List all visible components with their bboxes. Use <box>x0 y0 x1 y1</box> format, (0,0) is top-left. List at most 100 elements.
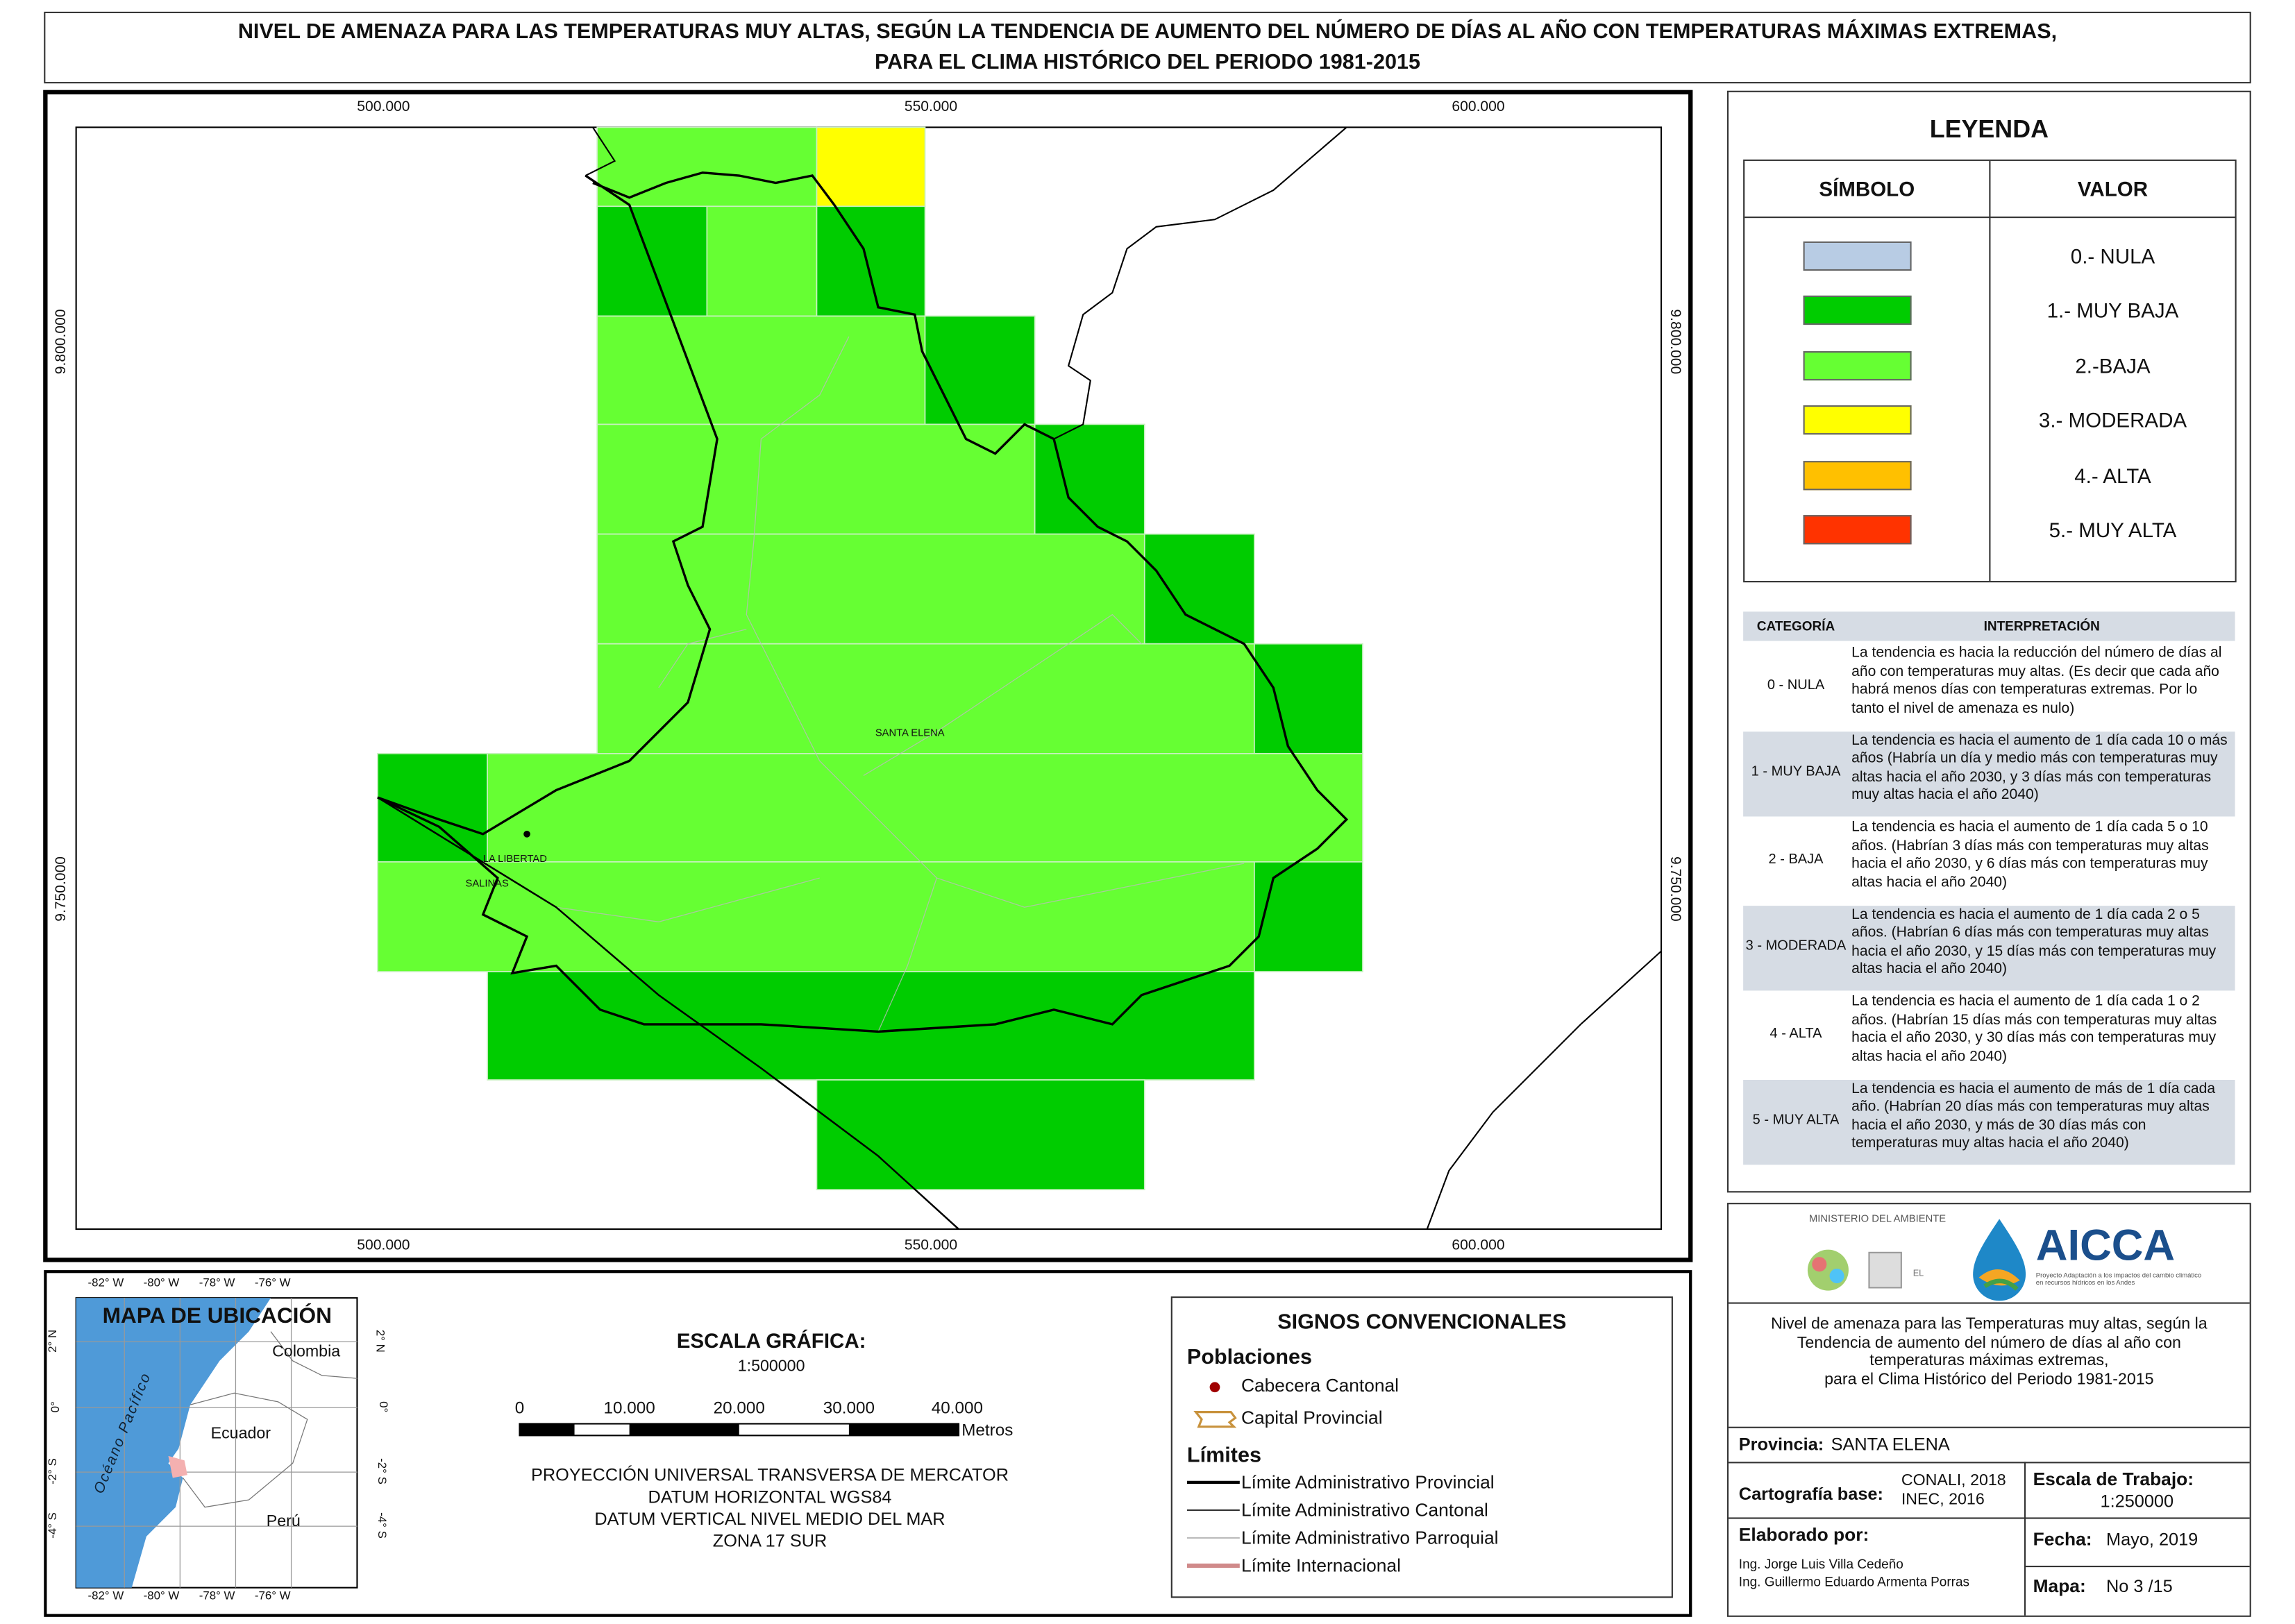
scale-tick: 10.000 <box>603 1400 655 1419</box>
limit-symbols <box>1186 1480 1240 1568</box>
lat-label: -2° S <box>375 1458 389 1485</box>
scale-bar <box>519 1423 960 1437</box>
title-line: PARA EL CLIMA HISTÓRICO DEL PERIODO 1981… <box>874 51 1420 75</box>
table-header: CATEGORÍA <box>1756 618 1835 634</box>
ocean-label: Océano Pacífico <box>91 1370 155 1496</box>
lower-frame <box>44 1270 1692 1617</box>
logos: EL <box>1807 1249 1924 1291</box>
legend-label: 1.- MUY BAJA <box>2046 298 2179 323</box>
legend-header: VALOR <box>2077 177 2149 201</box>
legend-swatch <box>1803 460 1912 490</box>
place-label: SALINAS <box>465 879 509 890</box>
sign-label: Capital Provincial <box>1241 1407 1383 1428</box>
inset-grid <box>76 1298 358 1588</box>
field-label: Elaborado por: <box>1738 1524 1869 1546</box>
lon-label: -82° W <box>87 1276 124 1289</box>
scale-tick: 40.000 <box>931 1400 984 1419</box>
legend-header: SÍMBOLO <box>1819 177 1915 201</box>
scale-tick: 0 <box>514 1400 525 1419</box>
field-value: CONALI, 2018 INEC, 2016 <box>1901 1472 2006 1510</box>
x-label: 500.000 <box>357 1237 410 1254</box>
cartography-line: CONALI, 2018 <box>1901 1472 2006 1490</box>
projection-line: DATUM VERTICAL NIVEL MEDIO DEL MAR <box>594 1508 945 1530</box>
title-box: NIVEL DE AMENAZA PARA LAS TEMPERATURAS M… <box>44 11 2251 84</box>
lat-label: -2° S <box>46 1458 60 1485</box>
table-row: 3 - MODERADA La tendencia es hacia el aum… <box>1743 905 2235 990</box>
location-labels: MAPA DE UBICACIÓN -82° W -80° W -78° W -… <box>46 1273 398 1612</box>
legend-swatch <box>1803 296 1912 325</box>
boundaries <box>377 126 1662 1230</box>
interpretation-table: CATEGORÍA INTERPRETACIÓN 0 - NULA La tende… <box>1743 611 2235 1165</box>
description: Nivel de amenaza para las Temperaturas m… <box>1729 1315 2250 1388</box>
sign-label: Límite Internacional <box>1241 1555 1401 1576</box>
table-row: 2 - BAJA La tendencia es hacia el aumento… <box>1743 818 2235 903</box>
scale-tick: 30.000 <box>823 1400 875 1419</box>
location-map <box>75 1297 358 1589</box>
lat-label: 0° <box>49 1401 62 1413</box>
legend-label: 2.-BAJA <box>2075 353 2151 378</box>
lon-label: -76° W <box>254 1589 291 1602</box>
lat-label: 2° N <box>373 1329 387 1353</box>
info-box: MINISTERIO DEL AMBIENTE EL AICCA Proyect… <box>1726 1203 2251 1617</box>
country-label: Perú <box>266 1513 301 1531</box>
table-text: La tendencia es hacia el aumento de 1 dí… <box>1851 819 2209 890</box>
lon-label: -82° W <box>87 1589 124 1602</box>
table-text: La tendencia es hacia el aumento de 1 dí… <box>1851 906 2217 978</box>
raster-grid <box>377 126 1363 1190</box>
field-label: Cartografía base: <box>1738 1483 1883 1505</box>
field-value: 1:250000 <box>2100 1491 2174 1512</box>
field-label: Mapa: <box>2033 1575 2086 1597</box>
country-label: Ecuador <box>210 1425 271 1443</box>
legend-swatch <box>1803 350 1912 380</box>
lon-label: -76° W <box>254 1276 291 1289</box>
legend-label: 5.- MUY ALTA <box>2049 518 2177 542</box>
table-text: La tendencia es hacia el aumento de 1 dí… <box>1851 993 2217 1065</box>
table-row: 0 - NULA La tendencia es hacia la reducci… <box>1743 644 2235 729</box>
field-label: Provincia: <box>1738 1434 1824 1455</box>
legend-label: 4.- ALTA <box>2074 463 2151 487</box>
field-label: Escala de Trabajo: <box>2033 1469 2194 1490</box>
lat-label: 0° <box>376 1401 390 1413</box>
table-category: 2 - BAJA <box>1768 851 1824 868</box>
legend-box: LEYENDA SÍMBOLO VALOR 0.- NULA 1.- MUY BA… <box>1726 90 2251 1193</box>
map-frame <box>43 90 1693 1262</box>
field-value: Mayo, 2019 <box>2106 1529 2199 1550</box>
table-row: 1 - MUY BAJA La tendencia es hacia el aum… <box>1743 731 2235 816</box>
table-text: La tendencia es hacia el aumento de más … <box>1851 1081 2216 1152</box>
signs-box: SIGNOS CONVENCIONALES Poblaciones Cabece… <box>1170 1296 1673 1598</box>
lat-label: -4° S <box>46 1512 60 1539</box>
sign-label: Cabecera Cantonal <box>1241 1375 1399 1396</box>
table-text: La tendencia es hacia el aumento de 1 dí… <box>1851 732 2228 804</box>
project-name: AICCA <box>2035 1221 2176 1271</box>
table-text: La tendencia es hacia la reducción del n… <box>1851 645 2222 717</box>
field-value: No 3 /15 <box>2106 1575 2173 1597</box>
table-category: 1 - MUY BAJA <box>1751 764 1841 781</box>
y-label: 9.800.000 <box>53 309 70 375</box>
legend-swatch <box>1803 405 1912 435</box>
title-line: NIVEL DE AMENAZA PARA LAS TEMPERATURAS M… <box>237 20 2058 44</box>
author: Ing. Jorge Luis Villa Cedeño <box>1738 1557 1903 1572</box>
lon-label: -80° W <box>143 1276 180 1289</box>
x-label: 500.000 <box>357 99 410 116</box>
scale-tick: 20.000 <box>713 1400 765 1419</box>
x-label: 600.000 <box>1452 1237 1505 1254</box>
legend-swatch <box>1803 515 1912 545</box>
table-category: 3 - MODERADA <box>1745 938 1847 955</box>
y-label: 9.750.000 <box>1666 856 1683 922</box>
projection-line: PROYECCIÓN UNIVERSAL TRANSVERSA DE MERCA… <box>531 1464 1009 1486</box>
description-line: Tendencia de aumento del número de días … <box>1797 1333 2181 1352</box>
field-value: SANTA ELENA <box>1831 1434 1950 1455</box>
table-row: 5 - MUY ALTA La tendencia es hacia el aum… <box>1743 1079 2235 1165</box>
signs-section: Poblaciones <box>1186 1346 1313 1370</box>
y-label: 9.800.000 <box>1666 309 1683 375</box>
lat-label: -4° S <box>375 1512 389 1539</box>
ministry: MINISTERIO DEL AMBIENTE <box>1809 1214 1947 1225</box>
table-category: 4 - ALTA <box>1769 1025 1822 1042</box>
y-label: 9.750.000 <box>53 856 70 922</box>
inset-title: MAPA DE UBICACIÓN <box>102 1303 332 1329</box>
author: Ing. Guillermo Eduardo Armenta Porras <box>1738 1574 1970 1589</box>
sign-label: Límite Administrativo Provincial <box>1241 1472 1495 1493</box>
legend-table: SÍMBOLO VALOR 0.- NULA 1.- MUY BAJA 2.-BAJ… <box>1743 159 2237 583</box>
